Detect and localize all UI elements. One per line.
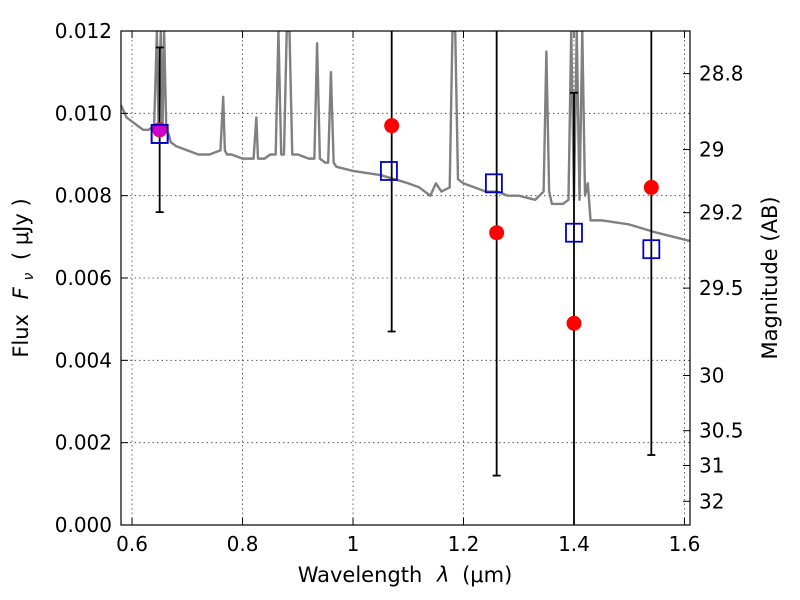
x-axis-label: Wavelength λ (μm) xyxy=(298,563,513,587)
ticks-layer: 0.6 0.8 1 1.2 1.4 1.6 0.000 0.002 0.004 0.006 0.00… xyxy=(55,19,744,556)
x-axis-label-main: Wavelength xyxy=(298,563,423,587)
y2-tick-label: 31 xyxy=(699,453,724,477)
y-axis-label-main: Flux xyxy=(9,314,33,358)
y2-tick-label: 30.5 xyxy=(699,419,744,443)
highlight-flux-marker xyxy=(152,122,167,137)
y-tick-label: 0.004 xyxy=(55,348,112,372)
y-tick-label: 0.002 xyxy=(55,431,112,455)
y-axis-label-sub: ν xyxy=(21,273,37,281)
model-photometry-marker xyxy=(380,161,398,181)
grid-layer xyxy=(121,30,690,526)
y2-tick-label: 29.5 xyxy=(699,276,744,300)
model-spectrum-line xyxy=(121,31,690,243)
model-photometry-marker xyxy=(565,222,583,243)
y-tick-label: 0.000 xyxy=(55,513,112,537)
y2-tick-label: 32 xyxy=(699,489,724,513)
y2-tick-label: 29 xyxy=(699,138,724,162)
observed-flux-marker xyxy=(566,315,582,331)
y-axis-label-symbol: F xyxy=(9,286,33,299)
y2-tick-label: 28.8 xyxy=(699,62,744,86)
x-tick-label: 0.6 xyxy=(116,532,148,556)
x-tick-label: 1.4 xyxy=(558,532,590,556)
x-axis-label-unit: (μm) xyxy=(462,563,512,587)
y-axis-label: Flux F ν ( μJy ) xyxy=(9,198,38,357)
y-tick-label: 0.006 xyxy=(55,266,112,290)
observed-flux-marker xyxy=(489,225,505,241)
y2-tick-label: 29.2 xyxy=(699,201,744,225)
model-photometry-marker xyxy=(484,173,503,194)
x-tick-label: 1 xyxy=(347,532,360,556)
y2-tick-label: 30 xyxy=(699,364,724,388)
x-tick-label: 0.8 xyxy=(227,532,259,556)
observed-flux-marker xyxy=(384,118,400,134)
y-axis-label-unit: ( μJy ) xyxy=(9,198,33,260)
model-photometry-marker-top xyxy=(150,124,169,144)
observed-flux-marker xyxy=(643,179,659,195)
x-tick-label: 1.2 xyxy=(448,532,480,556)
model-photometry-marker xyxy=(642,239,661,260)
y-tick-label: 0.012 xyxy=(55,19,112,43)
x-tick-label: 1.6 xyxy=(669,532,701,556)
y2-axis-label: Magnitude (AB) xyxy=(758,196,782,359)
y-tick-label: 0.008 xyxy=(55,184,112,208)
y-tick-label: 0.010 xyxy=(55,101,112,125)
x-axis-label-symbol: λ xyxy=(436,563,449,587)
plot-layer xyxy=(121,31,690,525)
